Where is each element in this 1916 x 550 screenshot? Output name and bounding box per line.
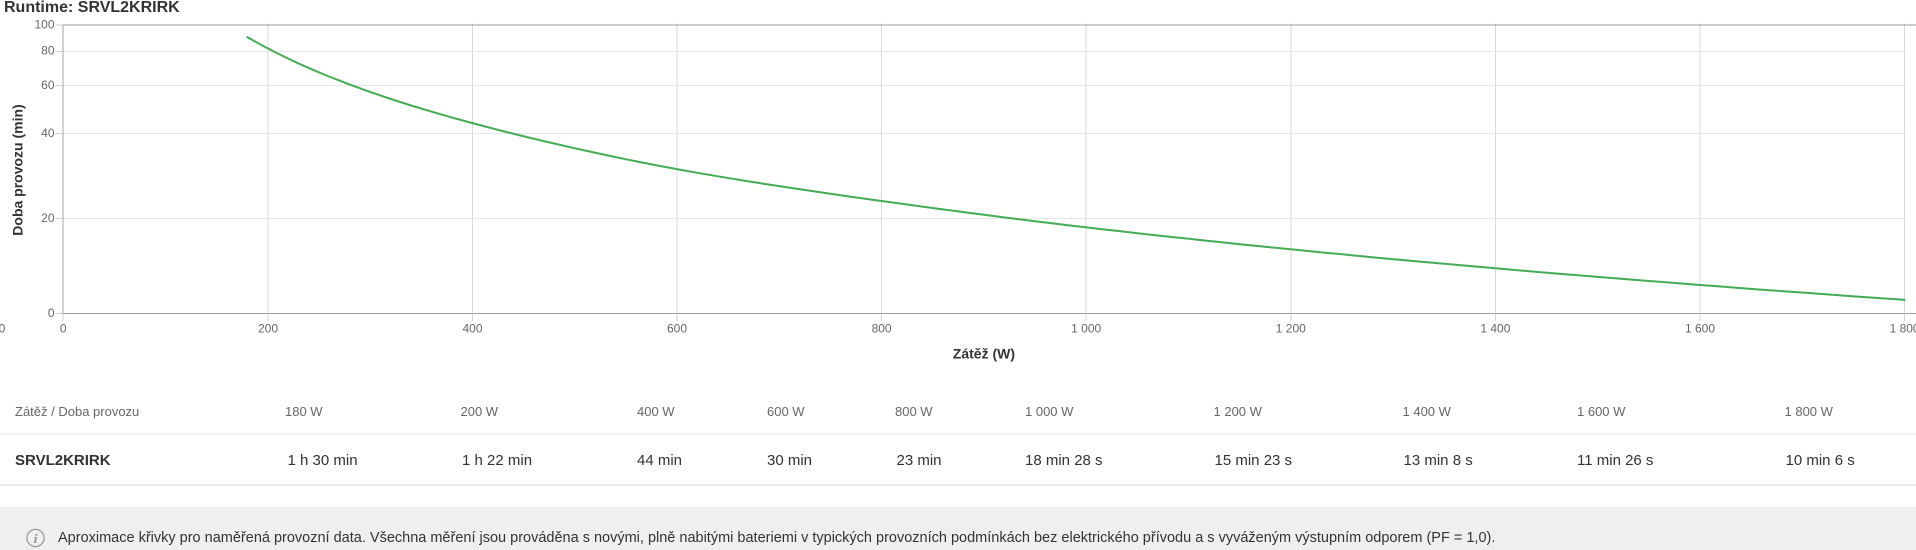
svg-text:1 h 30 min: 1 h 30 min [288, 452, 358, 469]
svg-text:40: 40 [41, 126, 55, 140]
svg-text:60: 60 [41, 78, 55, 92]
svg-text:SRVL2KRIRK: SRVL2KRIRK [15, 452, 111, 469]
svg-text:1 000 W: 1 000 W [1025, 404, 1074, 419]
svg-text:1 400: 1 400 [1480, 322, 1510, 336]
svg-text:Zátěž (W): Zátěž (W) [953, 346, 1015, 362]
svg-text:400: 400 [462, 322, 482, 336]
svg-text:0: 0 [48, 306, 55, 320]
svg-text:800: 800 [872, 322, 892, 336]
svg-text:11 min 26 s: 11 min 26 s [1577, 452, 1653, 469]
svg-text:800 W: 800 W [895, 404, 933, 419]
svg-text:1 800 W: 1 800 W [1785, 404, 1834, 419]
svg-text:200: 200 [258, 322, 278, 336]
svg-text:44 min: 44 min [637, 452, 682, 469]
svg-text:600: 600 [667, 322, 687, 336]
svg-text:0: 0 [60, 322, 67, 336]
svg-text:1 600: 1 600 [1685, 322, 1715, 336]
svg-text:23 min: 23 min [897, 452, 942, 469]
svg-text:Runtime: SRVL2KRIRK: Runtime: SRVL2KRIRK [4, 0, 180, 16]
svg-text:180 W: 180 W [285, 404, 323, 419]
svg-text:Zátěž / Doba provozu: Zátěž / Doba provozu [15, 404, 139, 419]
svg-text:400 W: 400 W [637, 404, 675, 419]
svg-text:18 min 28 s: 18 min 28 s [1025, 452, 1103, 469]
svg-text:30 min: 30 min [767, 452, 812, 469]
svg-text:1 200: 1 200 [1276, 322, 1306, 336]
svg-text:20: 20 [41, 211, 55, 225]
svg-text:100: 100 [34, 18, 54, 32]
svg-text:15 min 23 s: 15 min 23 s [1215, 452, 1293, 469]
svg-text:1 h 22 min: 1 h 22 min [462, 452, 532, 469]
svg-text:200 W: 200 W [461, 404, 499, 419]
svg-text:13 min 8 s: 13 min 8 s [1404, 452, 1473, 469]
svg-text:Doba provozu (min): Doba provozu (min) [10, 104, 26, 235]
svg-text:10 min 6 s: 10 min 6 s [1786, 452, 1855, 469]
svg-text:Aproximace křivky pro naměřená: Aproximace křivky pro naměřená provozní … [58, 530, 1495, 546]
svg-text:1 400 W: 1 400 W [1403, 404, 1452, 419]
svg-text:1 200 W: 1 200 W [1214, 404, 1263, 419]
svg-text:1 600 W: 1 600 W [1577, 404, 1626, 419]
svg-text:i: i [34, 531, 38, 546]
svg-text:80: 80 [41, 44, 55, 58]
svg-text:600 W: 600 W [767, 404, 805, 419]
svg-text:0: 0 [0, 322, 6, 336]
svg-text:1 800: 1 800 [1890, 322, 1916, 336]
svg-text:1 000: 1 000 [1071, 322, 1101, 336]
